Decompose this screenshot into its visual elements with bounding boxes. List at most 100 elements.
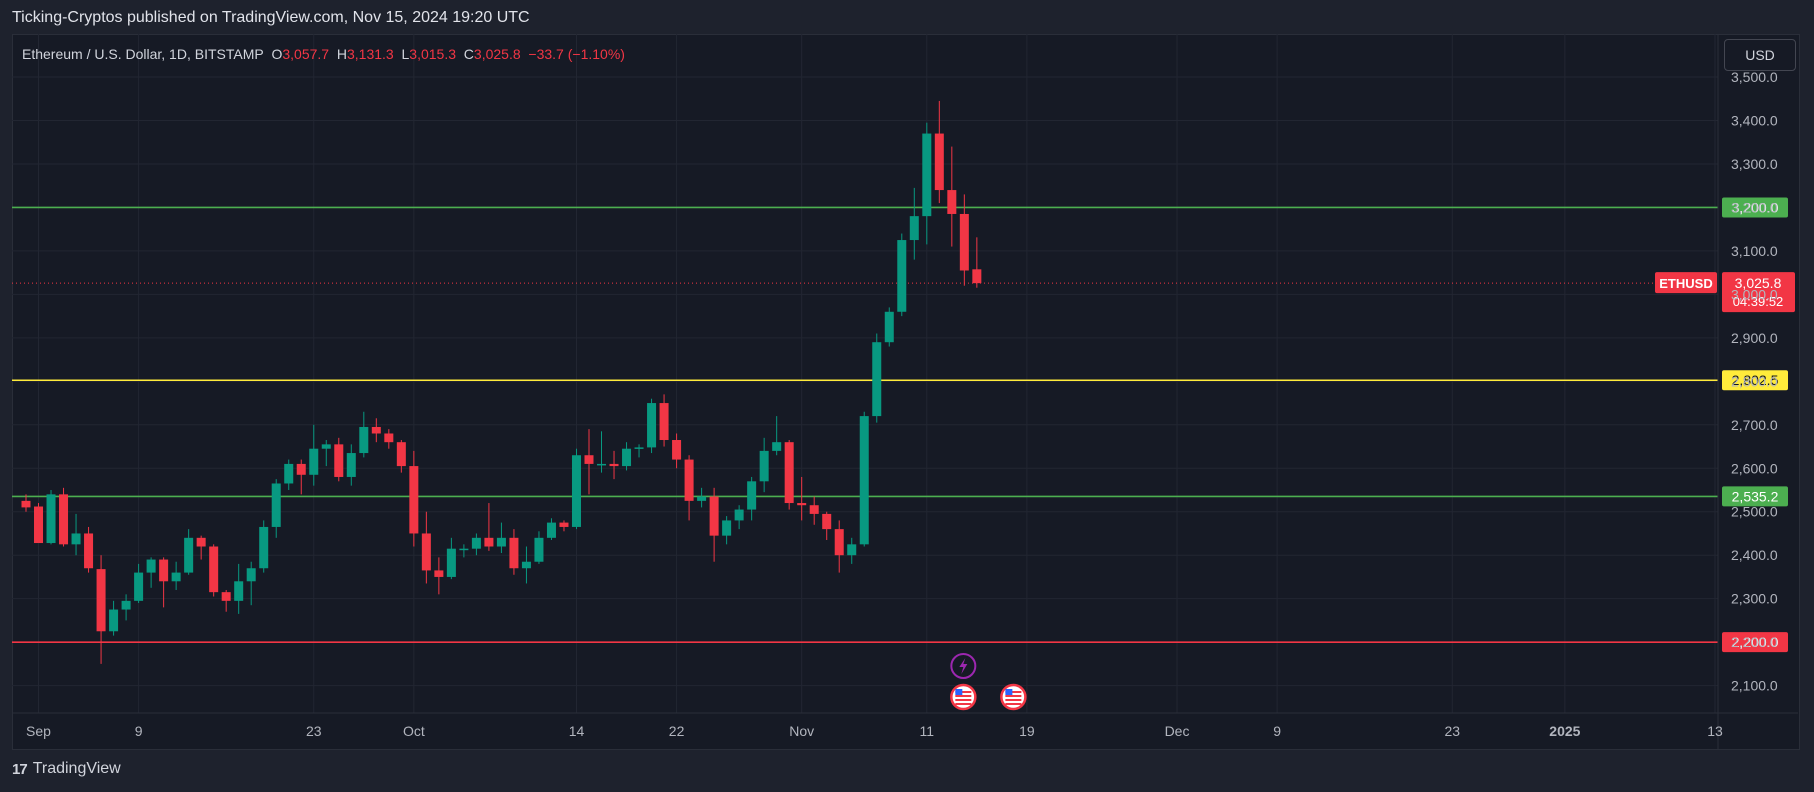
x-tick-label: 13 bbox=[1707, 723, 1723, 739]
tradingview-logo-icon: 17 bbox=[12, 760, 28, 778]
candle-body bbox=[396, 442, 406, 467]
candle-body bbox=[684, 459, 694, 501]
candle-body bbox=[371, 426, 381, 434]
candle-down bbox=[947, 146, 957, 247]
candle-up bbox=[534, 531, 544, 564]
candle-body bbox=[709, 496, 719, 536]
x-tick-label: 23 bbox=[1444, 723, 1460, 739]
close-label: C bbox=[463, 46, 474, 62]
candle-down bbox=[584, 429, 594, 495]
high-label: H bbox=[336, 46, 347, 62]
y-tick-label: 2,800.0 bbox=[1731, 373, 1778, 389]
currency-button[interactable]: USD bbox=[1724, 39, 1796, 71]
y-tick-label: 2,600.0 bbox=[1731, 460, 1778, 476]
tradingview-brand[interactable]: 17 TradingView bbox=[12, 760, 121, 778]
candle-up bbox=[359, 411, 369, 458]
x-tick-label: Oct bbox=[403, 723, 425, 739]
candle-body bbox=[759, 450, 769, 482]
candle-body bbox=[834, 529, 844, 556]
candle-up bbox=[847, 537, 857, 564]
level-price-label: 2,802.5 bbox=[1732, 372, 1779, 388]
candle-body bbox=[221, 592, 231, 601]
flag-stripe bbox=[955, 699, 972, 701]
lightning-glyph bbox=[959, 658, 968, 674]
candle-body bbox=[459, 548, 469, 551]
candle-body bbox=[972, 269, 982, 284]
candle-up bbox=[759, 437, 769, 493]
candle-body bbox=[859, 416, 869, 545]
x-tick-label: 9 bbox=[1273, 723, 1281, 739]
candle-body bbox=[622, 448, 632, 467]
us-flag-event-icon bbox=[950, 683, 977, 711]
candle-body bbox=[296, 463, 306, 475]
candle-down bbox=[384, 429, 394, 449]
candle-body bbox=[421, 533, 431, 571]
x-tick-label: Nov bbox=[789, 723, 814, 739]
candle-up bbox=[321, 440, 331, 467]
candle-body bbox=[546, 522, 556, 538]
candle-up bbox=[234, 563, 244, 614]
y-tick-label: 3,000.0 bbox=[1731, 286, 1778, 302]
candle-down bbox=[434, 557, 444, 595]
candle-up bbox=[346, 444, 356, 486]
candle-down bbox=[784, 440, 794, 510]
candle-body bbox=[409, 466, 419, 534]
flag-canton bbox=[955, 689, 963, 695]
candle-up bbox=[446, 537, 456, 580]
candle-up bbox=[546, 518, 556, 540]
candle-body bbox=[171, 572, 181, 582]
low-label: L bbox=[401, 46, 410, 62]
x-tick-label: 22 bbox=[669, 723, 685, 739]
candle-down bbox=[609, 450, 619, 480]
open-value: 3,057.7 bbox=[282, 46, 330, 62]
publisher-caption: Ticking-Cryptos published on TradingView… bbox=[12, 9, 530, 26]
chart-frame[interactable] bbox=[12, 34, 1800, 750]
y-tick-label: 2,400.0 bbox=[1731, 547, 1778, 563]
y-tick-label: 3,100.0 bbox=[1731, 243, 1778, 259]
level-price-label: 2,535.2 bbox=[1732, 488, 1779, 504]
flag-stripe bbox=[1005, 691, 1022, 693]
candle-up bbox=[922, 122, 932, 245]
candle-up bbox=[597, 431, 607, 473]
symbol-legend[interactable]: Ethereum / U.S. Dollar, 1D, BITSTAMP O3,… bbox=[22, 46, 625, 62]
candle-up bbox=[496, 522, 506, 554]
countdown-label: 04:39:52 bbox=[1733, 294, 1784, 309]
candle-body bbox=[334, 444, 344, 477]
candle-body bbox=[159, 559, 169, 582]
candle-up bbox=[747, 476, 757, 521]
candle-body bbox=[359, 426, 369, 454]
brand-name: TradingView bbox=[32, 760, 121, 777]
candle-body bbox=[672, 440, 682, 460]
us-flag-event-icon bbox=[1000, 683, 1027, 711]
candle-body bbox=[96, 569, 106, 632]
candle-up bbox=[859, 411, 869, 547]
x-tick-label: 9 bbox=[135, 723, 143, 739]
candle-body bbox=[847, 544, 857, 556]
candle-down bbox=[822, 511, 832, 540]
candle-body bbox=[234, 581, 244, 601]
candle-body bbox=[184, 537, 194, 573]
candle-down bbox=[684, 455, 694, 521]
candle-body bbox=[509, 537, 519, 569]
candle-up bbox=[284, 459, 294, 490]
candle-down bbox=[421, 511, 431, 584]
high-value: 3,131.3 bbox=[347, 46, 394, 62]
flag-stripe bbox=[955, 691, 972, 693]
change-value: −33.7 (−1.10%) bbox=[528, 46, 625, 62]
candle-down bbox=[672, 433, 682, 469]
candle-body bbox=[797, 503, 807, 506]
candle-body bbox=[659, 403, 669, 441]
candle-down bbox=[934, 100, 944, 204]
candle-body bbox=[471, 537, 481, 549]
candle-up bbox=[697, 487, 707, 508]
candle-body bbox=[772, 442, 782, 451]
candle-down bbox=[209, 544, 219, 597]
candle-up bbox=[71, 513, 81, 556]
candle-up bbox=[259, 520, 269, 573]
candle-down bbox=[396, 440, 406, 473]
candle-body bbox=[872, 342, 882, 417]
horizontal-levels: 3,200.0 2,802.5 2,535.2 2,200.0 ETHUSD 3,025.… bbox=[12, 197, 1795, 653]
x-tick-label: 2025 bbox=[1549, 723, 1580, 739]
candle-up bbox=[571, 448, 581, 530]
